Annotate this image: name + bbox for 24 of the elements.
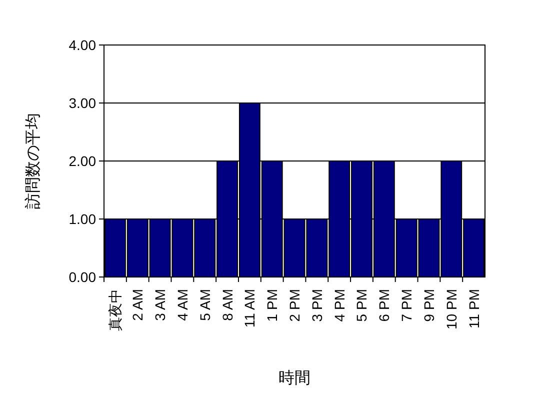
x-tick-label: 3 PM <box>308 289 325 322</box>
y-tick-label: 2.00 <box>68 153 96 169</box>
y-tick-label: 4.00 <box>68 37 96 53</box>
x-tick-label: 9 PM <box>420 289 437 322</box>
x-axis-title: 時間 <box>278 369 310 387</box>
y-tick-label: 1.00 <box>68 211 96 227</box>
x-tick-label: 11 AM <box>242 289 258 328</box>
x-tick-label: 6 PM <box>376 289 392 322</box>
x-tick-label: 10 PM <box>443 289 460 330</box>
x-tick-label: 5 AM <box>196 289 213 321</box>
x-tick-label: 7 PM <box>398 289 415 322</box>
x-tick-label: 4 PM <box>331 289 348 322</box>
y-tick-label: 0.00 <box>68 269 96 285</box>
x-tick-label: 3 AM <box>152 289 168 321</box>
x-tick-label: 2 AM <box>130 289 146 321</box>
y-axis-title: 訪問数の平均 <box>24 113 42 209</box>
x-tick-label: 11 PM <box>466 289 482 328</box>
x-tick-label: 5 PM <box>354 289 370 322</box>
x-tick-label: 8 AM <box>219 289 236 321</box>
x-tick-label: 2 PM <box>286 289 302 322</box>
x-tick-label: 真夜中 <box>107 289 124 331</box>
x-tick-label: 1 PM <box>264 289 280 322</box>
y-tick-label: 3.00 <box>68 95 96 111</box>
x-tick-label: 4 AM <box>174 289 190 321</box>
